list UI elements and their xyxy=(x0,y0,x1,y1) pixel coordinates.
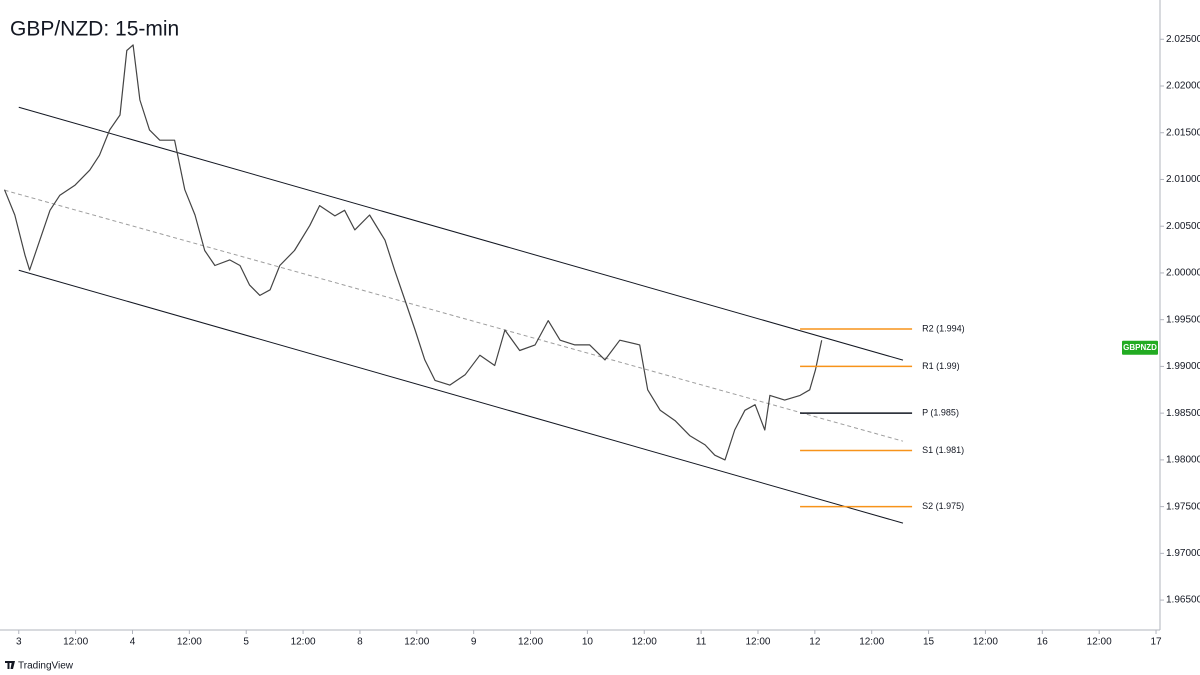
price-tag xyxy=(1122,340,1158,355)
x-tick-label: 11 xyxy=(696,637,707,648)
x-tick-label: 12:00 xyxy=(1087,637,1112,648)
x-tick-label: 12:00 xyxy=(404,637,429,648)
price-line xyxy=(3,44,823,461)
footer-text: TradingView xyxy=(18,661,74,672)
x-tick-label: 15 xyxy=(923,637,935,648)
x-tick-label: 12:00 xyxy=(177,637,202,648)
x-tick-label: 3 xyxy=(16,637,22,648)
y-tick-label: 1.96500 xyxy=(1166,595,1200,606)
trendline xyxy=(4,189,904,442)
x-tick-label: 4 xyxy=(130,637,136,648)
y-tick-label: 1.99500 xyxy=(1166,314,1200,325)
y-tick-label: 1.97000 xyxy=(1166,548,1200,559)
x-tick-label: 12:00 xyxy=(745,637,770,648)
y-tick-label: 2.01500 xyxy=(1166,127,1200,138)
trendline xyxy=(18,106,904,361)
x-tick-label: 9 xyxy=(471,637,477,648)
pivot-label: R1 (1.99) xyxy=(922,361,960,371)
x-tick-label: 12 xyxy=(809,637,821,648)
logo-icon xyxy=(5,661,15,669)
x-tick-label: 12:00 xyxy=(859,637,884,648)
y-tick-label: 2.01000 xyxy=(1166,174,1200,185)
y-tick-label: 1.99000 xyxy=(1166,361,1200,372)
y-tick-label: 2.00000 xyxy=(1166,268,1200,279)
y-tick-label: 1.98500 xyxy=(1166,408,1200,419)
chart-title: GBP/NZD: 15-min xyxy=(10,18,179,41)
logo: TradingView xyxy=(5,661,74,672)
x-tick-label: 10 xyxy=(582,637,594,648)
pivot-label: S1 (1.981) xyxy=(922,445,964,455)
x-tick-label: 12:00 xyxy=(291,637,316,648)
pivot-label: P (1.985) xyxy=(922,408,959,418)
pivot-label: S2 (1.975) xyxy=(922,501,964,511)
price-tag-label: GBPNZD xyxy=(1123,343,1157,352)
x-tick-label: 5 xyxy=(243,637,249,648)
x-tick-label: 12:00 xyxy=(632,637,657,648)
trendline xyxy=(18,269,904,524)
x-tick-label: 12:00 xyxy=(63,637,88,648)
y-tick-label: 2.02500 xyxy=(1166,34,1200,45)
x-tick-label: 17 xyxy=(1150,637,1162,648)
y-tick-label: 2.02000 xyxy=(1166,81,1200,92)
x-tick-label: 8 xyxy=(357,637,363,648)
y-tick-label: 1.98000 xyxy=(1166,455,1200,466)
y-tick-label: 2.00500 xyxy=(1166,221,1200,232)
x-tick-label: 12:00 xyxy=(518,637,543,648)
y-tick-label: 1.97500 xyxy=(1166,501,1200,512)
x-tick-label: 16 xyxy=(1037,637,1049,648)
x-tick-label: 12:00 xyxy=(973,637,998,648)
pivot-label: R2 (1.994) xyxy=(922,323,965,333)
